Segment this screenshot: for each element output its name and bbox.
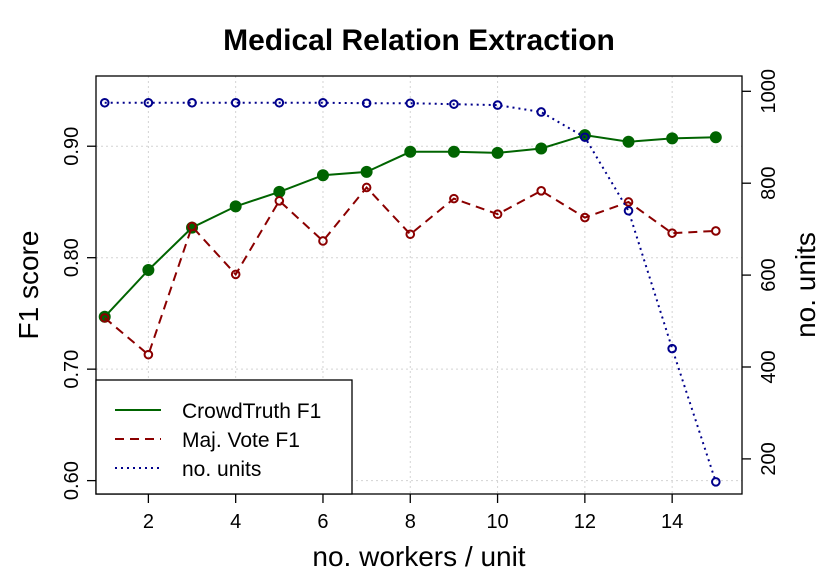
data-point-no-units xyxy=(230,97,241,108)
data-point-maj-vote-f1 xyxy=(667,228,677,238)
data-point-no-units xyxy=(99,97,110,108)
x-tick-label: 2 xyxy=(143,511,154,533)
data-point-maj-vote-f1 xyxy=(230,269,241,280)
y-tick-label: 0.70 xyxy=(61,350,83,389)
x-tick-label: 8 xyxy=(405,511,416,533)
y-tick-label: 0.60 xyxy=(61,461,83,500)
data-point-maj-vote-f1 xyxy=(536,186,547,196)
data-point-no-units xyxy=(580,132,590,143)
data-point-no-units xyxy=(711,477,721,487)
legend-label-units: no. units xyxy=(182,458,261,481)
data-point-maj-vote-f1 xyxy=(143,349,154,360)
data-point-maj-vote-f1 xyxy=(492,209,503,220)
series-line-maj-vote-f1 xyxy=(104,185,716,357)
y-tick-label: 0.80 xyxy=(61,238,83,277)
x-axis-title: no. workers / unit xyxy=(312,541,525,572)
data-point-crowdtruth-f1 xyxy=(316,169,329,182)
data-point-no-units xyxy=(667,343,677,354)
data-point-maj-vote-f1 xyxy=(274,196,285,206)
data-point-maj-vote-f1 xyxy=(361,182,372,193)
data-point-crowdtruth-f1 xyxy=(404,145,417,158)
chart-title: Medical Relation Extraction xyxy=(223,24,615,57)
data-point-crowdtruth-f1 xyxy=(535,142,548,155)
data-point-no-units xyxy=(492,100,503,110)
data-point-crowdtruth-f1 xyxy=(622,135,635,148)
legend: CrowdTruth F1 Maj. Vote F1 no. units xyxy=(95,379,353,495)
data-point-no-units xyxy=(143,97,154,108)
data-point-maj-vote-f1 xyxy=(449,193,459,204)
data-point-no-units xyxy=(536,107,547,117)
data-point-maj-vote-f1 xyxy=(187,221,197,232)
x-tick-label: 4 xyxy=(230,511,241,533)
data-point-crowdtruth-f1 xyxy=(491,146,504,159)
y-tick-label: 0.90 xyxy=(61,127,83,166)
data-point-no-units xyxy=(318,97,328,108)
y2-axis-title: no. units xyxy=(790,232,821,338)
data-point-crowdtruth-f1 xyxy=(360,165,373,178)
data-point-no-units xyxy=(449,99,459,109)
data-point-no-units xyxy=(405,98,416,109)
plot-frame xyxy=(95,75,743,495)
data-point-crowdtruth-f1 xyxy=(229,200,242,213)
y2-tick-label: 600 xyxy=(758,258,780,291)
data-point-no-units xyxy=(623,205,634,216)
series-layer xyxy=(98,97,722,487)
data-point-no-units xyxy=(187,97,197,108)
legend-box xyxy=(95,379,353,495)
data-point-crowdtruth-f1 xyxy=(709,131,722,144)
data-point-crowdtruth-f1 xyxy=(666,132,679,145)
y2-tick-label: 1000 xyxy=(758,69,780,114)
data-point-maj-vote-f1 xyxy=(623,197,634,207)
legend-label-majvote: Maj. Vote F1 xyxy=(182,429,300,452)
y2-tick-label: 400 xyxy=(758,350,780,383)
data-point-crowdtruth-f1 xyxy=(447,145,460,158)
axes: 2 4 6 8 10 12 14 0.60 0.70 0.80 0.90 200 400 600 800 10… xyxy=(61,69,780,533)
data-point-no-units xyxy=(361,98,372,109)
legend-label-crowdtruth: CrowdTruth F1 xyxy=(182,400,321,423)
data-point-crowdtruth-f1 xyxy=(273,185,286,198)
data-point-maj-vote-f1 xyxy=(99,313,110,323)
x-tick-label: 14 xyxy=(661,511,683,533)
data-point-no-units xyxy=(274,97,285,108)
y2-tick-label: 800 xyxy=(758,167,780,200)
x-tick-label: 6 xyxy=(317,511,328,533)
y-axis-title: F1 score xyxy=(13,231,44,340)
data-point-maj-vote-f1 xyxy=(711,226,721,236)
x-tick-label: 12 xyxy=(574,511,596,533)
y2-tick-label: 200 xyxy=(758,442,780,475)
data-point-maj-vote-f1 xyxy=(580,212,590,223)
data-point-maj-vote-f1 xyxy=(405,229,416,240)
data-point-crowdtruth-f1 xyxy=(142,263,155,276)
x-tick-label: 10 xyxy=(486,511,508,533)
data-point-maj-vote-f1 xyxy=(318,236,328,246)
